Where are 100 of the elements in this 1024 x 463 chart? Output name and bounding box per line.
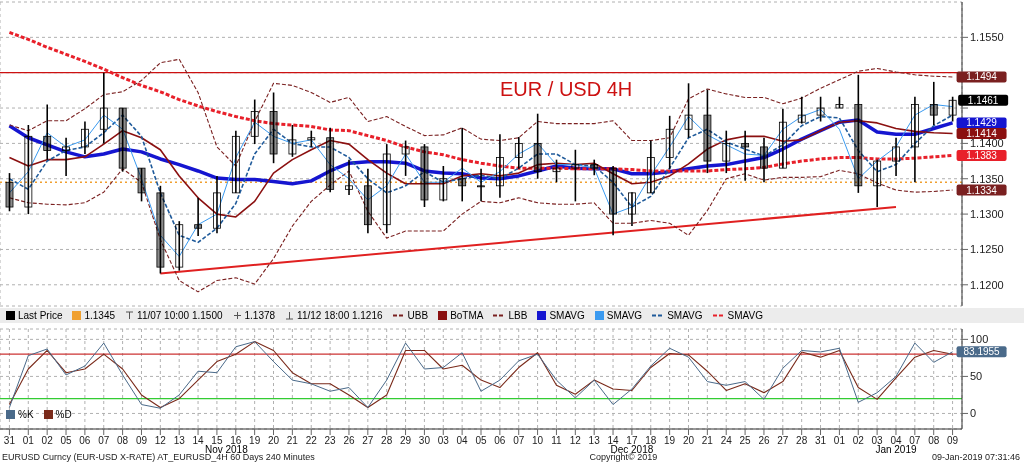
candlestick [62,136,70,177]
x-tick-label: 21 [701,435,714,447]
x-tick-label: 25 [739,435,752,447]
legend-label: Last Price [17,310,63,321]
x-tick-label: 02 [41,435,54,447]
x-tick-label: 12 [154,435,167,447]
x-tick-label: 01 [833,435,846,447]
candlestick [552,158,561,184]
x-tick-label: 26 [758,435,770,447]
x-tick-label: 12 [569,435,582,447]
candlestick [533,112,542,180]
x-tick-label: 19 [249,435,261,447]
candlestick [628,191,636,227]
candlestick [420,143,429,208]
candlestick [288,124,297,158]
line-series [8,119,954,218]
data-label: 1.1334 [966,184,998,196]
x-tick-label: 21 [286,435,299,447]
candlestick [326,127,335,193]
x-tick-label: 03 [437,435,450,447]
text: EUR / USD 4H [500,78,633,101]
legend-label: %D [54,409,72,420]
legend-label: LBB [507,310,528,321]
x-tick-label: 29 [399,435,412,447]
candlestick [382,143,391,234]
x-tick-label: 04 [456,435,469,447]
candlestick [797,95,806,125]
x-tick-label: 24 [720,435,733,447]
x-tick-label: 16 [230,435,242,447]
candlestick [590,158,599,177]
candlestick [156,185,165,275]
candlestick [778,107,787,169]
candlestick [911,95,919,184]
x-tick-label: 22 [305,435,318,447]
x-tick-label: 13 [173,435,186,447]
x-tick-label: 19 [664,435,676,447]
x-tick-label: 06 [79,435,91,447]
y-tick-label: 100 [970,333,989,346]
x-tick-label: 09 [947,435,959,447]
y-tick-label: 1.1550 [970,31,1004,44]
candlestick [722,129,731,174]
x-tick-label: 31 [814,435,827,447]
candlestick [43,103,52,161]
candlestick [401,139,410,177]
candlestick [81,120,89,155]
x-tick-label: 02 [852,435,865,447]
legend-label: SMAVG [605,310,643,321]
x-tick-label: 07 [513,435,525,447]
candlestick [892,136,900,177]
x-tick-label: 14 [192,435,205,447]
y-tick-label: 1.1300 [970,208,1004,220]
candlestick [760,136,768,184]
x-tick-label: 31 [3,435,16,447]
candlestick [684,82,693,139]
text: Jan 2019 [875,444,917,455]
x-tick-label: 07 [909,435,921,447]
candlestick [231,129,240,194]
candlestick [194,197,203,237]
text: 11/12 18:00 1.1216 [296,310,383,321]
text: 1.1461 [967,94,999,106]
data-label: 1.1414 [966,128,998,139]
candlestick [496,133,504,199]
y-tick-label: 1.1200 [970,278,1004,291]
legend-label: SMAVG [726,310,763,321]
x-tick-label: 06 [494,435,506,447]
candlestick [854,74,863,194]
candlestick [439,165,448,203]
x-tick-label: 01 [22,435,35,447]
text: 1.1378 [243,310,276,321]
y-tick-label: 1.1250 [970,243,1004,256]
candlestick [458,127,467,203]
x-tick-label: 07 [98,435,110,447]
x-tick-label: 08 [117,435,129,447]
data-label: 1.1494 [966,71,998,83]
candlestick [477,168,485,203]
candlestick [665,115,674,170]
text: 11/07 10:00 1.1500 [136,310,223,321]
y-tick-label: 50 [970,370,983,383]
x-tick-label: 09 [135,435,148,447]
line-series [8,58,954,167]
x-tick-label: 04 [890,435,902,447]
candlestick [99,71,108,145]
candlestick [703,88,712,174]
candlestick [741,129,750,182]
x-tick-label: 05 [475,435,487,447]
candlestick [873,158,882,208]
candlestick [363,168,372,234]
candlestick [269,91,278,164]
x-tick-label: 15 [211,435,223,447]
x-tick-label: 27 [362,435,374,447]
text: Copyright© 2019 [589,452,658,462]
x-tick-label: 30 [418,435,431,447]
x-tick-label: 10 [532,435,544,447]
candlestick [137,167,146,203]
x-tick-label: 11 [551,435,563,447]
x-tick-label: 03 [871,435,884,447]
x-tick-label: 13 [588,435,601,447]
legend-label: SMAVG [666,310,703,321]
x-tick-label: 20 [267,435,280,447]
legend-label: SMAVG [548,310,585,321]
